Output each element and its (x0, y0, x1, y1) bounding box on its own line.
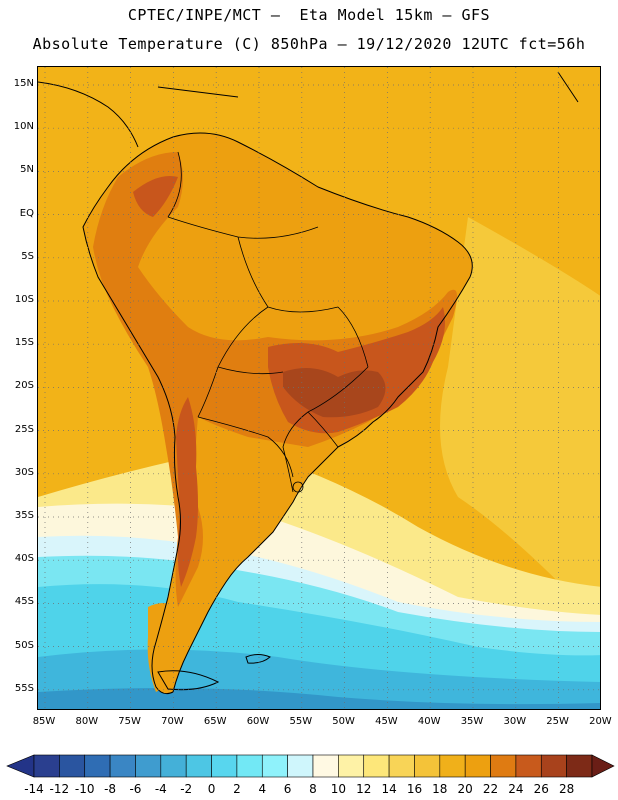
colorbar-tick-label: -6 (129, 782, 142, 796)
colorbar-tick-label: -12 (49, 782, 70, 796)
land-field-hottest (283, 368, 386, 418)
lon-label: 75W (118, 716, 141, 727)
lat-label: 15N (13, 78, 34, 89)
land-field-hot-andes (176, 397, 198, 587)
lon-label: 60W (246, 716, 270, 727)
colorbar-tick-label: 6 (283, 782, 292, 796)
colorbar (6, 754, 615, 778)
lat-label: 30S (14, 466, 34, 478)
colorbar-swatch (236, 754, 263, 778)
colorbar-tick-label: 26 (533, 782, 549, 796)
coastline (82, 132, 473, 695)
lon-label: 55W (289, 716, 313, 727)
lat-label: 50S (14, 639, 34, 651)
colorbar-tick-label: 16 (406, 782, 423, 796)
colorbar-swatch (439, 754, 466, 778)
lake (292, 481, 304, 493)
land-field-patagonia (147, 603, 183, 692)
lon-label: 35W (460, 716, 484, 727)
colorbar-tick-label: 20 (457, 782, 473, 796)
lat-label: 40S (14, 553, 34, 565)
falkland-islands (245, 654, 271, 664)
lat-label: 45S (14, 596, 34, 608)
colorbar-swatch (414, 754, 441, 778)
lon-label: 45W (375, 716, 398, 727)
lon-label: 85W (32, 716, 56, 727)
colorbar-swatch (540, 754, 567, 778)
colorbar-swatch (490, 754, 517, 778)
colorbar-tick-label: 12 (356, 782, 372, 796)
lat-label: 5N (20, 164, 34, 176)
colorbar-swatch (287, 754, 314, 778)
colorbar-swatch (185, 754, 212, 778)
graticule (38, 67, 600, 709)
colorbar-swatch (109, 754, 136, 778)
colorbar-swatch (33, 754, 60, 778)
map-canvas (38, 67, 600, 709)
colorbar-swatch (338, 754, 365, 778)
lon-label: 30W (503, 716, 527, 727)
colorbar-swatch (135, 754, 162, 778)
lat-label: 5S (21, 250, 34, 262)
lat-label: 10N (13, 121, 34, 133)
colorbar-swatch (312, 754, 339, 778)
colorbar-tick-label: -8 (104, 782, 117, 796)
colorbar-swatch (84, 754, 111, 778)
colorbar-tick-label: -4 (154, 782, 167, 796)
colorbar-tick-label: -2 (180, 782, 193, 796)
ocean-field-mid (440, 217, 600, 625)
colorbar-tick-label: 4 (258, 782, 267, 796)
colorbar-tick-label: -14 (24, 782, 44, 796)
lat-label: 55S (14, 682, 34, 694)
colorbar-swatch (566, 754, 593, 778)
colorbar-swatch (211, 754, 238, 778)
colorbar-tick-label: 18 (432, 782, 448, 796)
lon-label: 50W (332, 716, 355, 727)
ocean-field-blue-mid (38, 688, 600, 709)
colorbar-tick-label: 14 (381, 782, 397, 796)
lon-label: 70W (161, 716, 184, 727)
lon-label: 40W (417, 716, 441, 727)
lat-label: 20S (14, 380, 34, 392)
colorbar-swatch (59, 754, 86, 778)
colorbar-swatch (160, 754, 187, 778)
colorbar-swatch (388, 754, 415, 778)
colorbar-tick-label: -10 (74, 782, 95, 796)
map-title: CPTEC/INPE/MCT – Eta Model 15km – GFS (127, 6, 491, 24)
lat-label: 10S (14, 294, 34, 305)
colorbar-tick-label: 0 (207, 782, 216, 796)
lon-label: 25W (546, 716, 569, 727)
lat-label: EQ (19, 207, 34, 219)
colorbar-tick-label: 28 (558, 782, 575, 796)
land-field-hot-north (133, 176, 178, 217)
colorbar-swatch (464, 754, 491, 778)
lat-label: 15S (14, 337, 34, 349)
lat-label: 35S (14, 510, 34, 521)
country-borders (167, 151, 369, 493)
lat-label: 25S (14, 423, 34, 435)
colorbar-low-arrow (6, 754, 35, 778)
colorbar-tick-label: 8 (309, 782, 317, 796)
colorbar-high-arrow (591, 754, 615, 778)
map-subtitle: Absolute Temperature (C) 850hPa – 19/12/… (32, 35, 586, 53)
lon-label: 80W (75, 716, 99, 727)
colorbar-swatch (261, 754, 288, 778)
temperature-map (37, 66, 601, 710)
lon-label: 20W (589, 716, 612, 727)
colorbar-tick-label: 2 (233, 782, 241, 796)
colorbar-tick-label: 10 (330, 782, 346, 796)
colorbar-swatch (363, 754, 390, 778)
colorbar-swatch (515, 754, 542, 778)
lon-label: 65W (203, 716, 227, 727)
colorbar-tick-label: 22 (482, 782, 499, 796)
colorbar-tick-label: 24 (508, 782, 524, 796)
